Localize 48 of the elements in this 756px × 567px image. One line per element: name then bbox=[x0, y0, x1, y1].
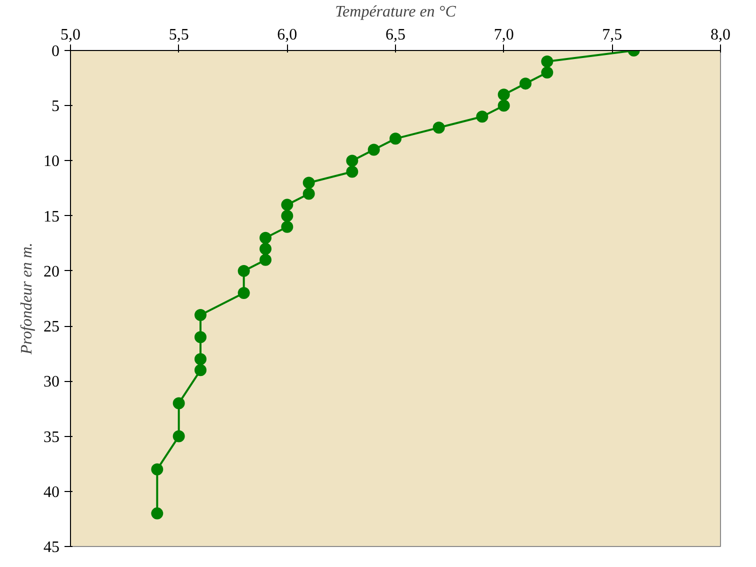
y-tick-label: 15 bbox=[44, 208, 60, 226]
point bbox=[194, 353, 206, 366]
x-tick-label: 5,0 bbox=[60, 26, 80, 44]
point bbox=[476, 110, 488, 123]
y-tick-label: 30 bbox=[44, 374, 60, 391]
point bbox=[151, 507, 164, 520]
y-tick-label: 20 bbox=[44, 263, 60, 280]
y-tick-label: 0 bbox=[52, 43, 60, 60]
x-tick-label: 6,5 bbox=[386, 26, 406, 44]
y-axis-title: Profondeur en m. bbox=[18, 242, 36, 356]
point bbox=[281, 198, 294, 211]
point bbox=[238, 264, 250, 277]
point bbox=[194, 364, 206, 376]
point bbox=[260, 242, 272, 255]
point bbox=[194, 309, 206, 322]
x-axis-title: Température en °C bbox=[335, 4, 456, 20]
point bbox=[520, 78, 532, 90]
x-tick-label: 6,0 bbox=[277, 26, 298, 44]
point bbox=[281, 220, 294, 233]
point bbox=[541, 56, 554, 68]
y-tick-label: 25 bbox=[44, 318, 60, 336]
point bbox=[302, 188, 315, 200]
y-tick-label: 40 bbox=[44, 484, 60, 501]
point bbox=[260, 232, 272, 244]
point bbox=[302, 176, 315, 189]
x-tick-label: 7,5 bbox=[602, 26, 622, 44]
point bbox=[368, 144, 380, 156]
point bbox=[194, 331, 206, 344]
point bbox=[346, 166, 358, 178]
y-tick-label: 5 bbox=[52, 98, 60, 116]
point bbox=[172, 397, 185, 410]
y-tick-label: 10 bbox=[44, 153, 60, 170]
point bbox=[281, 210, 294, 222]
point bbox=[498, 88, 510, 101]
point bbox=[541, 66, 554, 79]
point bbox=[432, 122, 445, 134]
point bbox=[151, 463, 164, 476]
y-tick-label: 45 bbox=[44, 539, 60, 556]
point bbox=[238, 287, 250, 299]
x-tick-label: 7,0 bbox=[494, 26, 514, 44]
point bbox=[346, 154, 358, 167]
point bbox=[390, 132, 402, 145]
point bbox=[172, 430, 185, 442]
x-tick-label: 8,0 bbox=[710, 26, 730, 44]
x-tick-label: 5,5 bbox=[168, 26, 189, 44]
y-tick-label: 35 bbox=[44, 428, 60, 446]
point bbox=[260, 254, 272, 266]
point bbox=[498, 100, 510, 112]
